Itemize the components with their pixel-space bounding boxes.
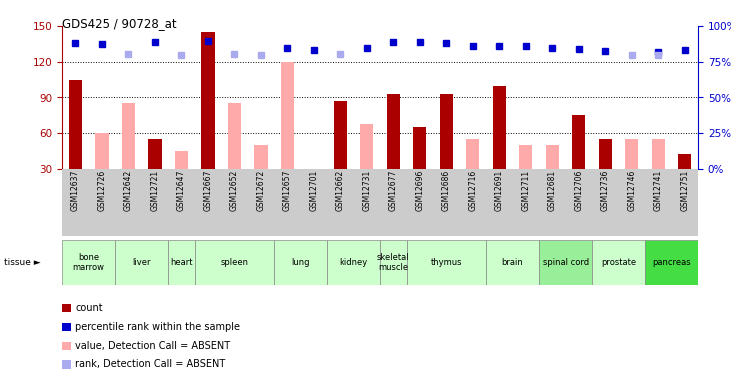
Bar: [413, 127, 426, 169]
Bar: [334, 101, 347, 169]
Text: GSM12736: GSM12736: [601, 170, 610, 211]
Bar: [440, 94, 453, 169]
Text: count: count: [75, 303, 103, 313]
Text: GSM12706: GSM12706: [575, 170, 583, 211]
Text: spleen: spleen: [220, 258, 249, 267]
Bar: [168, 240, 194, 285]
Text: skeletal
muscle: skeletal muscle: [377, 253, 409, 272]
Bar: [380, 240, 406, 285]
Text: kidney: kidney: [339, 258, 368, 267]
Bar: [519, 145, 532, 169]
Text: GSM12696: GSM12696: [415, 170, 425, 211]
Bar: [281, 62, 294, 169]
Bar: [546, 145, 559, 169]
Text: brain: brain: [501, 258, 523, 267]
Bar: [122, 104, 135, 169]
Text: pancreas: pancreas: [652, 258, 691, 267]
Bar: [148, 139, 162, 169]
Text: GSM12667: GSM12667: [203, 170, 213, 211]
Text: GSM12716: GSM12716: [469, 170, 477, 211]
Text: GDS425 / 90728_at: GDS425 / 90728_at: [62, 17, 177, 30]
Text: GSM12652: GSM12652: [230, 170, 239, 211]
Text: GSM12647: GSM12647: [177, 170, 186, 211]
Text: prostate: prostate: [601, 258, 636, 267]
Text: GSM12751: GSM12751: [681, 170, 689, 211]
Text: lung: lung: [292, 258, 310, 267]
Bar: [486, 240, 539, 285]
Text: GSM12662: GSM12662: [336, 170, 345, 211]
Bar: [69, 80, 82, 169]
Text: spinal cord: spinal cord: [542, 258, 588, 267]
Bar: [62, 240, 115, 285]
Text: percentile rank within the sample: percentile rank within the sample: [75, 322, 240, 332]
Text: GSM12681: GSM12681: [548, 170, 557, 211]
Text: rank, Detection Call = ABSENT: rank, Detection Call = ABSENT: [75, 360, 226, 369]
Bar: [274, 240, 327, 285]
Bar: [625, 139, 638, 169]
Text: heart: heart: [170, 258, 193, 267]
Text: tissue ►: tissue ►: [4, 258, 40, 267]
Text: GSM12637: GSM12637: [71, 170, 80, 211]
Bar: [645, 240, 698, 285]
Bar: [175, 151, 188, 169]
Bar: [115, 240, 168, 285]
Bar: [539, 240, 592, 285]
Text: GSM12657: GSM12657: [283, 170, 292, 211]
Bar: [387, 94, 400, 169]
Bar: [201, 32, 214, 169]
Text: GSM12721: GSM12721: [151, 170, 159, 211]
Bar: [194, 240, 274, 285]
Text: GSM12711: GSM12711: [521, 170, 531, 211]
Text: GSM12731: GSM12731: [363, 170, 371, 211]
Bar: [406, 240, 486, 285]
Bar: [327, 240, 380, 285]
Text: GSM12726: GSM12726: [97, 170, 107, 211]
Bar: [678, 154, 692, 169]
Bar: [652, 139, 665, 169]
Bar: [572, 116, 586, 169]
Bar: [254, 145, 268, 169]
Text: bone
marrow: bone marrow: [72, 253, 105, 272]
Text: GSM12691: GSM12691: [495, 170, 504, 211]
Text: value, Detection Call = ABSENT: value, Detection Call = ABSENT: [75, 341, 230, 351]
Bar: [592, 240, 645, 285]
Bar: [360, 124, 374, 169]
Bar: [599, 139, 612, 169]
Text: GSM12701: GSM12701: [309, 170, 319, 211]
Text: GSM12677: GSM12677: [389, 170, 398, 211]
Bar: [493, 86, 506, 169]
Text: GSM12746: GSM12746: [627, 170, 637, 211]
Bar: [572, 119, 586, 169]
Text: GSM12672: GSM12672: [257, 170, 265, 211]
Bar: [228, 104, 241, 169]
Text: GSM12686: GSM12686: [442, 170, 451, 211]
Text: liver: liver: [132, 258, 151, 267]
Text: thymus: thymus: [431, 258, 462, 267]
Text: GSM12741: GSM12741: [654, 170, 663, 211]
Bar: [95, 133, 108, 169]
Bar: [466, 139, 480, 169]
Text: GSM12642: GSM12642: [124, 170, 133, 211]
